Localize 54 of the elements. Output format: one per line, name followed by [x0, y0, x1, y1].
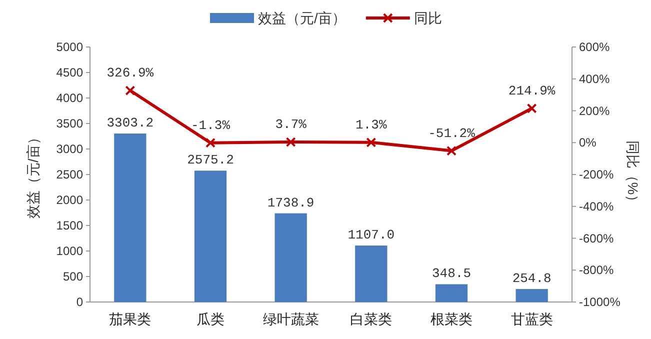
y2-tick-label: 400%: [579, 72, 610, 86]
y-tick-label: 3500: [56, 116, 84, 130]
y-tick-label: 1000: [56, 244, 84, 258]
data-label: 1.3%: [356, 117, 387, 132]
y-tick-label: 2500: [56, 168, 84, 182]
point: [286, 137, 296, 148]
x-tick-label: 绿叶蔬菜: [262, 311, 319, 327]
bar: [435, 284, 468, 302]
x-tick-label: 瓜类: [196, 311, 224, 327]
x-tick-label: 甘蓝类: [510, 311, 553, 327]
data-label: 3.7%: [275, 117, 307, 132]
y2-tick-label: 600%: [579, 40, 610, 54]
data-label: 2575.2: [187, 152, 234, 168]
bar: [274, 213, 307, 302]
data-label: 3303.2: [106, 116, 154, 131]
legend-label: 同比: [414, 10, 442, 26]
y-tick-label: 500: [62, 270, 84, 284]
bar: [194, 170, 227, 302]
data-label: 348.5: [432, 266, 472, 282]
point: [125, 86, 136, 96]
x-tick-label: 茄果类: [109, 311, 152, 327]
data-label: 326.9%: [106, 66, 154, 81]
y-tick-label: 1500: [56, 218, 84, 232]
y2-tick-label: -800%: [579, 263, 614, 278]
x-tick-label: 根菜类: [430, 311, 472, 327]
data-label: 254.8: [512, 271, 552, 286]
x-tick-label: 白菜类: [350, 311, 392, 327]
bar: [355, 246, 388, 302]
legend-label: 效益（元/亩）: [258, 10, 346, 26]
y2-tick-label: -200%: [579, 168, 614, 182]
y-tick-label: 3000: [56, 142, 84, 156]
y-tick-label: 4000: [56, 91, 84, 105]
data-label: 1107.0: [348, 228, 395, 243]
y-axis-title: 效益（元/亩）: [25, 130, 41, 218]
y-tick-label: 2000: [56, 193, 84, 207]
point: [206, 138, 216, 148]
y2-tick-label: -400%: [579, 199, 614, 214]
data-label: 1738.9: [267, 195, 314, 210]
y-tick-label: 5000: [56, 40, 84, 54]
y2-tick-label: 200%: [579, 104, 610, 118]
bar: [516, 289, 548, 302]
data-label: -51.2%: [428, 126, 476, 141]
y2-tick-label: -1000%: [579, 295, 621, 309]
point: [366, 137, 376, 148]
point: [526, 103, 537, 114]
y2-tick-label: 0%: [579, 136, 597, 150]
y-tick-label: 4500: [56, 66, 84, 80]
data-label: -1.3%: [190, 118, 230, 133]
y-tick-label: 0: [76, 295, 84, 309]
point: [446, 146, 456, 156]
y2-axis-title: 同比（%）: [625, 140, 641, 209]
bar: [114, 134, 146, 302]
data-label: 214.9%: [508, 83, 556, 98]
y2-tick-label: -600%: [579, 231, 614, 246]
